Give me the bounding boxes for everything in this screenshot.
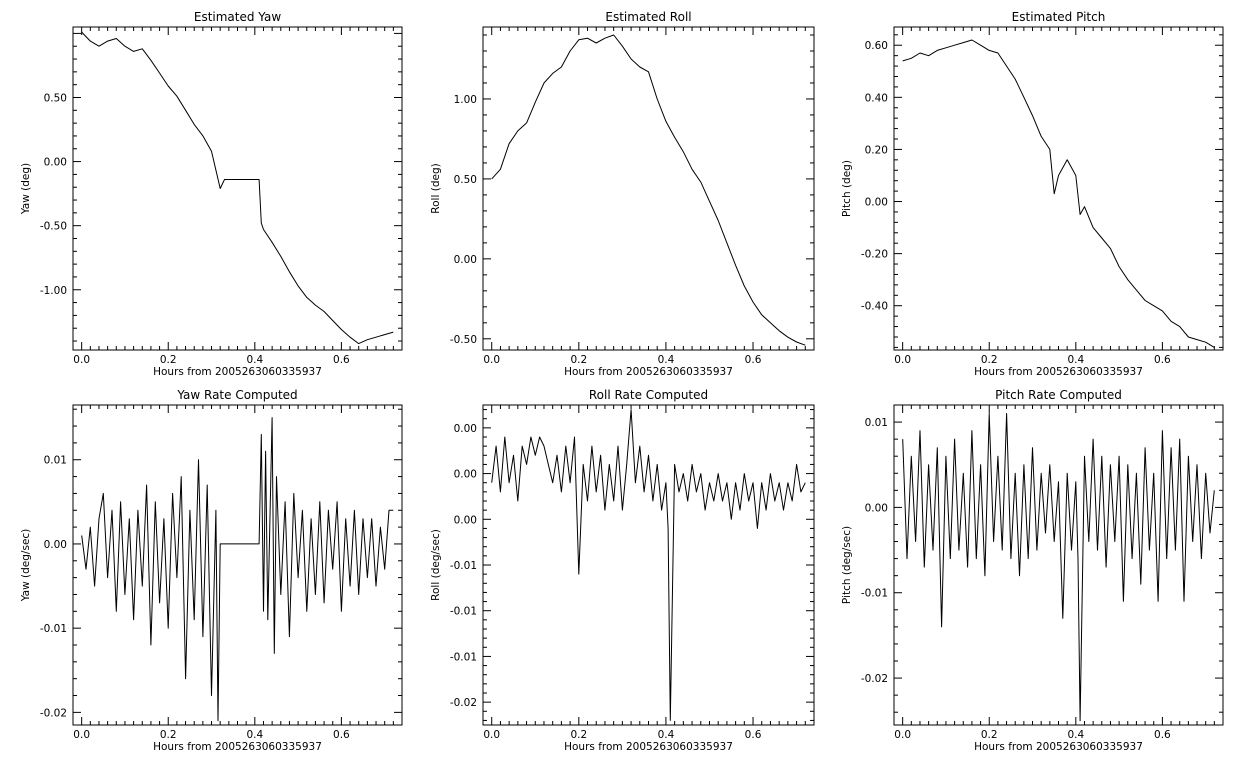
yaw-ylabel: Yaw (deg) [20,163,32,215]
yaw-rate-xlabel: Hours from 2005263060335937 [153,741,322,753]
roll-series-line [491,34,806,346]
x-tick-label: 0.0 [894,729,911,741]
y-tick-label: 0.00 [454,254,477,266]
y-tick-label: -0.20 [861,249,888,261]
x-tick-label: 0.6 [745,729,762,741]
roll-title: Estimated Roll [605,10,691,24]
y-tick-label: -0.01 [861,588,888,600]
y-tick-label: -0.01 [450,651,477,663]
y-tick-label: 0.01 [865,417,888,429]
yaw-rate-plot-frame [72,404,403,726]
roll-ylabel: Roll (deg) [430,163,442,213]
y-tick-label: 0.00 [454,514,477,526]
yaw-rate-ylabel: Yaw (deg/sec) [20,529,32,603]
y-tick-label: -1.00 [40,285,67,297]
x-tick-label: 0.4 [1067,354,1084,366]
y-tick-label: 0.40 [865,92,888,104]
yaw-plot-frame [72,26,403,351]
x-tick-label: 0.4 [246,354,263,366]
y-tick-label: -0.02 [861,673,888,685]
x-tick-label: 0.2 [570,354,587,366]
x-tick-label: 0.6 [1154,729,1171,741]
y-tick-label: -0.01 [40,623,67,635]
roll-rate-ylabel: Roll (deg/sec) [430,529,442,601]
y-tick-label: 0.01 [44,455,67,467]
x-tick-label: 0.0 [73,729,90,741]
x-tick-label: 0.6 [1154,354,1171,366]
y-tick-label: 0.00 [865,502,888,514]
pitch-xlabel: Hours from 2005263060335937 [974,366,1143,378]
x-tick-label: 0.4 [658,354,675,366]
roll-rate-panel: Roll Rate Computed Hours from 20052630603… [430,388,815,753]
y-tick-label: 0.00 [454,423,477,435]
y-tick-label: -0.40 [861,301,888,313]
roll-rate-plot-frame [482,404,815,726]
roll-rate-xlabel: Hours from 2005263060335937 [564,741,733,753]
x-tick-label: 0.2 [160,729,177,741]
y-tick-label: 1.00 [454,94,477,106]
pitch-ylabel: Pitch (deg) [841,160,853,217]
x-tick-label: 0.6 [333,354,350,366]
x-tick-label: 0.4 [1067,729,1084,741]
yaw-panel: Estimated Yaw Hours from 2005263060335937… [20,10,403,378]
x-tick-label: 0.4 [658,729,675,741]
roll-plot-frame [482,26,815,351]
pitch-panel: Estimated Pitch Hours from 20052630603359… [841,10,1224,378]
y-tick-label: 0.50 [44,92,67,104]
y-tick-label: -0.50 [450,334,477,346]
x-tick-label: 0.0 [483,354,500,366]
yaw-title: Estimated Yaw [194,10,281,24]
pitch-rate-xlabel: Hours from 2005263060335937 [974,741,1143,753]
y-tick-label: 0.00 [865,197,888,209]
roll-rate-series-line [491,409,806,721]
x-tick-label: 0.2 [160,354,177,366]
x-tick-label: 0.2 [570,729,587,741]
roll-panel: Estimated Roll Hours from 200526306033593… [430,10,815,378]
x-tick-label: 0.4 [246,729,263,741]
yaw-rate-panel: Yaw Rate Computed Hours from 200526306033… [20,388,403,753]
pitch-plot-frame [893,26,1224,351]
x-tick-label: 0.0 [483,729,500,741]
pitch-rate-series-line [902,413,1215,722]
y-tick-label: -0.01 [450,606,477,618]
x-tick-label: 0.2 [981,354,998,366]
y-tick-label: -0.02 [450,697,477,709]
y-tick-label: -0.02 [40,707,67,719]
x-tick-label: 0.0 [73,354,90,366]
y-tick-label: 0.00 [454,469,477,481]
y-tick-label: 0.60 [865,40,888,52]
pitch-rate-title: Pitch Rate Computed [995,388,1122,402]
pitch-title: Estimated Pitch [1012,10,1106,24]
y-tick-label: 0.00 [44,539,67,551]
pitch-series-line [902,39,1215,348]
roll-rate-title: Roll Rate Computed [589,388,708,402]
y-tick-label: 0.50 [454,174,477,186]
y-tick-label: 0.00 [44,157,67,169]
y-tick-label: -0.50 [40,221,67,233]
yaw-rate-title: Yaw Rate Computed [176,388,297,402]
yaw-xlabel: Hours from 2005263060335937 [153,366,322,378]
x-tick-label: 0.6 [745,354,762,366]
x-tick-label: 0.2 [981,729,998,741]
y-tick-label: 0.20 [865,144,888,156]
yaw-series-line [81,31,394,345]
y-tick-label: -0.01 [450,560,477,572]
roll-xlabel: Hours from 2005263060335937 [564,366,733,378]
x-tick-label: 0.0 [894,354,911,366]
x-tick-label: 0.6 [333,729,350,741]
yaw-rate-series-line [81,417,394,722]
pitch-rate-ylabel: Pitch (deg/sec) [841,526,853,604]
pitch-rate-panel: Pitch Rate Computed Hours from 2005263060… [841,388,1224,753]
